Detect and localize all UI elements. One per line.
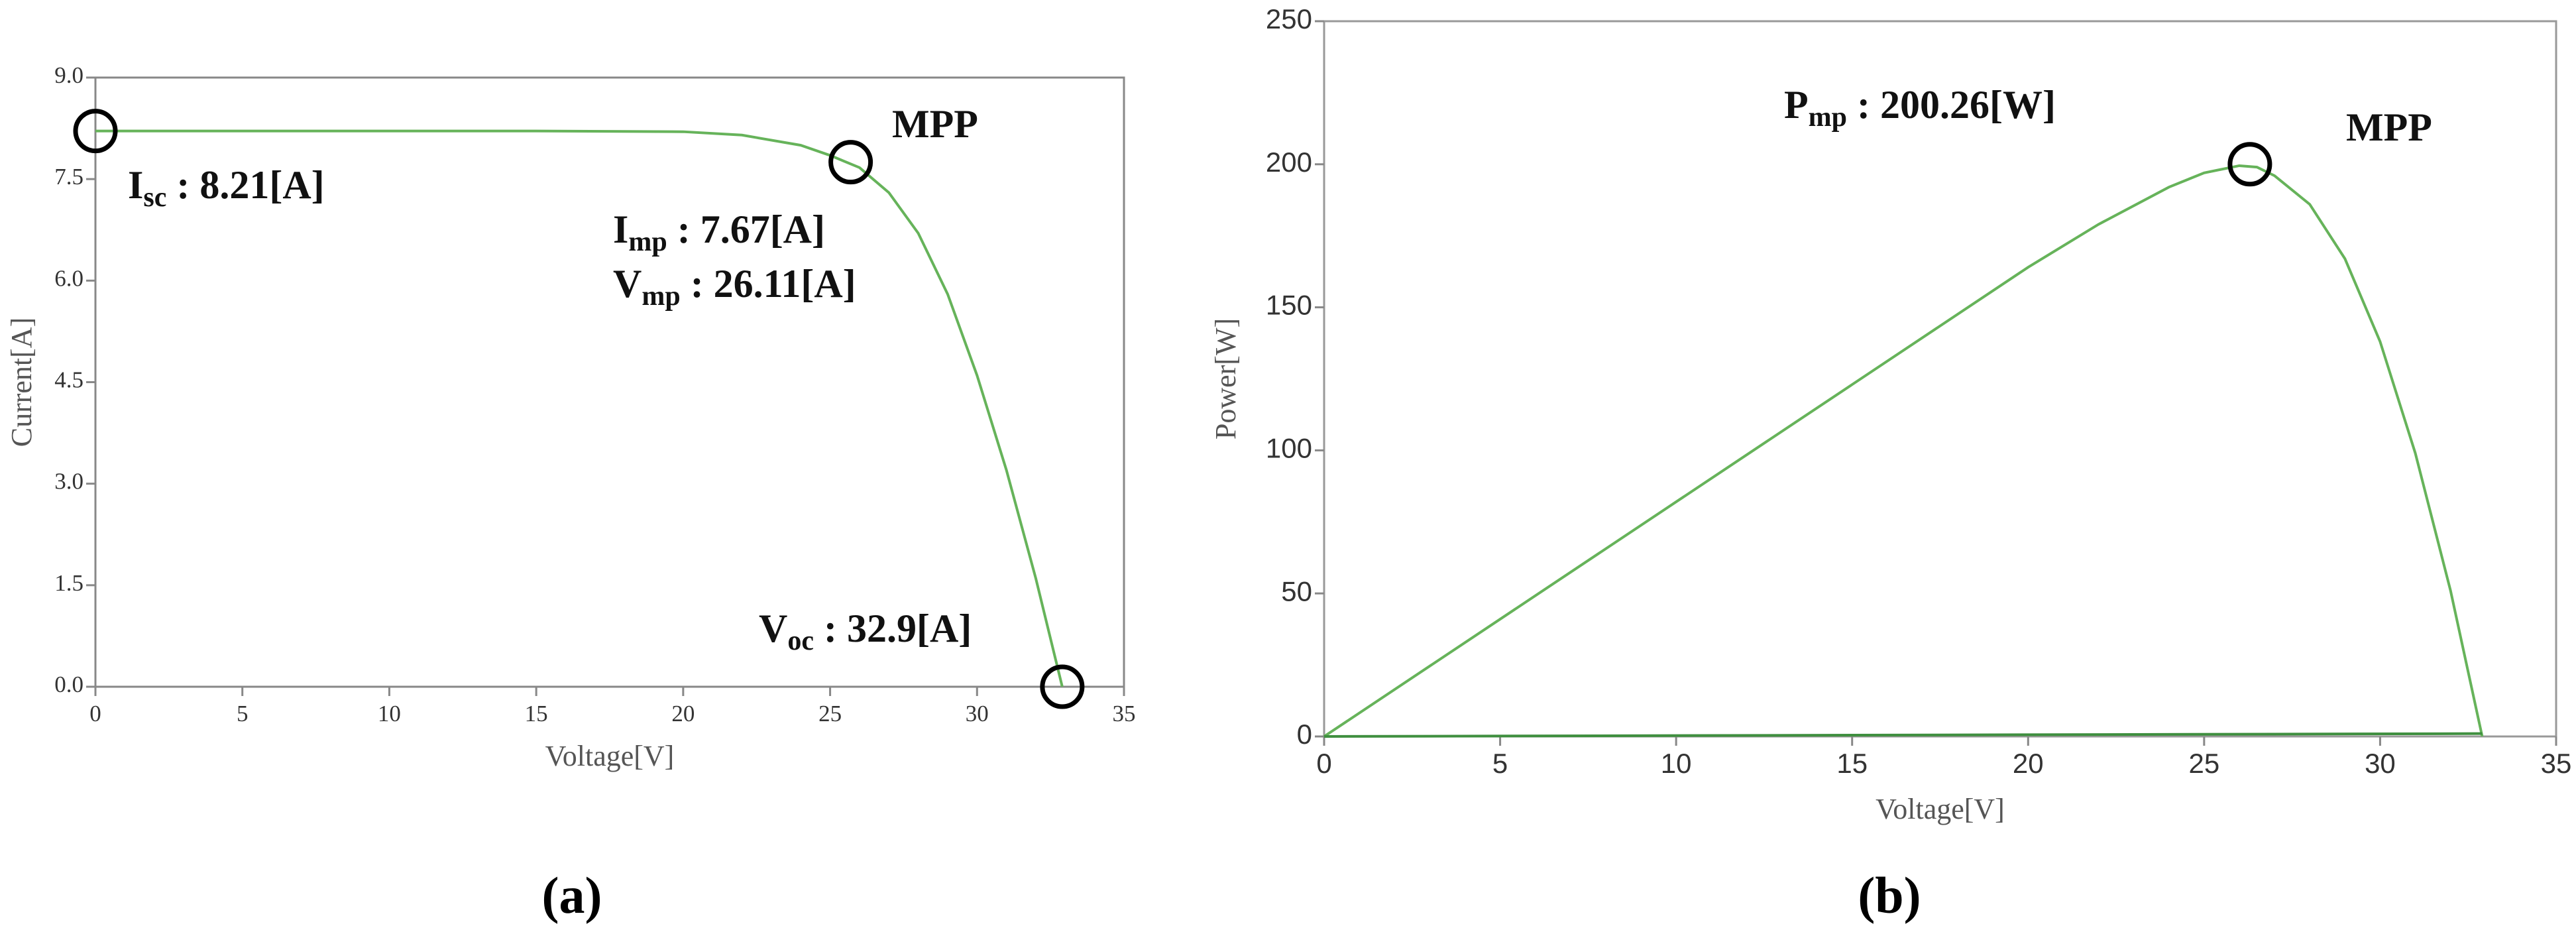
point-marker — [1040, 664, 1085, 709]
annotation: Imp : 7.67[A] — [613, 207, 825, 257]
y-tick-label: 6.0 — [54, 265, 84, 291]
y-tick-label: 3.0 — [54, 469, 84, 495]
annotation-main: I — [613, 207, 628, 251]
x-tick-label: 20 — [2013, 748, 2044, 779]
annotation: Pmp : 200.26[W] — [1784, 83, 2056, 133]
y-tick-label: 7.5 — [54, 164, 84, 190]
y-tick-label: 4.5 — [54, 367, 84, 393]
x-tick-label: 30 — [2365, 748, 2396, 779]
annotation-sub: sc — [143, 182, 166, 213]
point-marker — [2227, 142, 2272, 187]
y-tick-label: 100 — [1266, 432, 1312, 463]
x-tick-label: 0 — [89, 701, 101, 727]
y-tick-label: 250 — [1266, 3, 1312, 34]
annotation-main: V — [613, 262, 642, 306]
plot-frame — [1323, 20, 2557, 738]
annotation-main: P — [1784, 83, 1809, 127]
annotation-text: : 8.21[A] — [166, 163, 324, 207]
x-tick-label: 10 — [378, 701, 401, 727]
y-axis-label: Power[W] — [1209, 318, 1242, 439]
annotation: Isc : 8.21[A] — [128, 163, 325, 213]
x-tick-label: 15 — [525, 701, 548, 727]
annotation: Voc : 32.9[A] — [759, 607, 972, 656]
annotation-text: : 7.67[A] — [667, 207, 825, 251]
panel-caption: (b) — [1858, 866, 1921, 924]
y-tick-label: 0 — [1297, 719, 1312, 750]
annotation-sub: mp — [1809, 102, 1847, 133]
y-tick-label: 200 — [1266, 146, 1312, 178]
data-line — [1323, 164, 2484, 738]
annotation-main: MPP — [2346, 105, 2432, 149]
x-tick-label: 35 — [1113, 701, 1136, 727]
x-tick-label: 35 — [2541, 748, 2572, 779]
y-tick-label: 9.0 — [54, 62, 84, 88]
x-axis-label: Voltage[V] — [545, 740, 675, 772]
annotation-text: : 200.26[W] — [1847, 83, 2056, 127]
annotation: Vmp : 26.11[A] — [613, 262, 856, 312]
x-tick-label: 30 — [966, 701, 989, 727]
x-tick-label: 25 — [818, 701, 842, 727]
annotation: MPP — [892, 102, 978, 146]
annotation-main: I — [128, 163, 143, 207]
annotation-sub: oc — [787, 626, 814, 656]
y-tick-label: 1.5 — [54, 570, 84, 596]
data-line — [1323, 732, 2483, 738]
x-axis-label: Voltage[V] — [1876, 793, 2005, 825]
annotation-main: V — [759, 607, 787, 650]
x-tick-label: 10 — [1661, 748, 1692, 779]
point-marker — [73, 109, 118, 154]
annotation-main: MPP — [892, 102, 978, 146]
x-tick-label: 5 — [1492, 748, 1508, 779]
annotation-sub: mp — [642, 281, 680, 312]
y-tick-label: 0.0 — [54, 671, 84, 697]
x-tick-label: 25 — [2188, 748, 2219, 779]
x-tick-label: 5 — [237, 701, 249, 727]
annotation-sub: mp — [628, 227, 667, 257]
x-tick-label: 15 — [1836, 748, 1868, 779]
annotation: MPP — [2346, 105, 2432, 149]
point-marker — [828, 140, 873, 185]
annotation-text: : 26.11[A] — [681, 262, 856, 306]
panel-caption: (a) — [542, 866, 602, 924]
y-tick-label: 50 — [1281, 575, 1312, 607]
x-tick-label: 0 — [1316, 748, 1331, 779]
annotation-text: : 32.9[A] — [814, 607, 972, 650]
data-line — [95, 129, 1064, 687]
y-tick-label: 150 — [1266, 290, 1312, 321]
y-axis-label: Current[A] — [5, 318, 38, 447]
x-tick-label: 20 — [671, 701, 695, 727]
